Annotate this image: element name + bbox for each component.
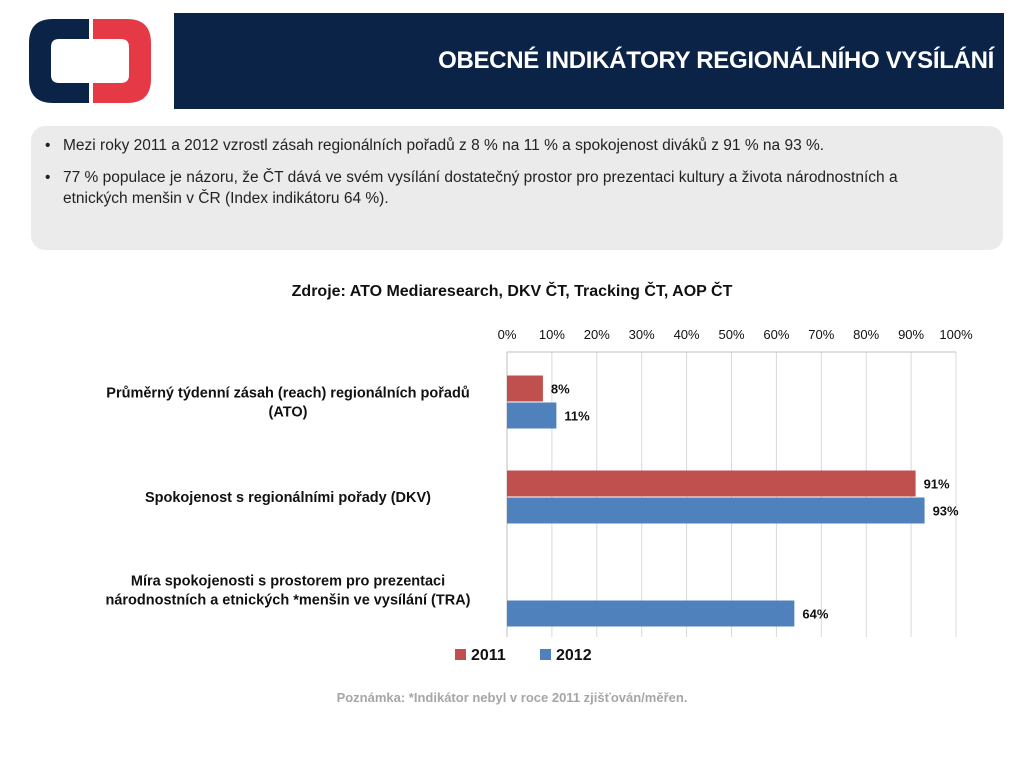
category-label: Průměrný týdenní zásah (reach) regionáln… [106, 386, 469, 421]
bar-2012 [507, 402, 557, 429]
x-tick-label: 90% [898, 327, 924, 342]
bar-chart: 0% 10% 20% 30% 40% 50% 60% 70% 80% 90% 100% Průměrn… [105, 327, 973, 664]
summary-bullet: Mezi roky 2011 a 2012 vzrostl zásah regi… [45, 135, 963, 156]
x-tick-label: 70% [808, 327, 834, 342]
page-title: OBECNÉ INDIKÁTORY REGIONÁLNÍHO VYSÍLÁNÍ [438, 47, 994, 74]
footnote: Poznámka: *Indikátor nebyl v roce 2011 z… [336, 690, 688, 705]
ct-logo [29, 19, 151, 103]
data-label: 93% [933, 504, 959, 519]
x-tick-label: 40% [674, 327, 700, 342]
legend-swatch-2012 [540, 649, 551, 660]
data-label: 8% [551, 382, 570, 397]
x-tick-label: 30% [629, 327, 655, 342]
data-label: 11% [564, 409, 590, 424]
summary-box: Mezi roky 2011 a 2012 vzrostl zásah regi… [31, 126, 1003, 250]
legend-swatch-2011 [455, 649, 466, 660]
bar-2011 [507, 375, 543, 402]
bar-2012 [507, 600, 795, 627]
logo-left-shape [29, 19, 89, 103]
logo-right-shape [93, 19, 151, 103]
category-label: Spokojenost s regionálními pořady (DKV) [145, 490, 431, 506]
legend-label: 2012 [556, 647, 592, 664]
legend-label: 2011 [471, 647, 506, 664]
summary-list: Mezi roky 2011 a 2012 vzrostl zásah regi… [31, 126, 1003, 209]
sources-title: Zdroje: ATO Mediaresearch, DKV ČT, Track… [291, 283, 733, 300]
summary-bullet: 77 % populace je názoru, že ČT dává ve s… [45, 167, 963, 209]
x-tick-label: 0% [498, 327, 517, 342]
x-tick-label: 10% [539, 327, 565, 342]
data-label: 91% [924, 477, 950, 492]
data-label: 64% [802, 607, 828, 622]
x-tick-label: 20% [584, 327, 610, 342]
x-tick-label: 50% [718, 327, 744, 342]
x-tick-label: 80% [853, 327, 879, 342]
x-tick-label: 100% [939, 327, 973, 342]
bar-2012 [507, 497, 925, 524]
bar-2011 [507, 470, 916, 497]
category-label: Míra spokojenosti s prostorem pro prezen… [105, 574, 470, 609]
x-tick-label: 60% [763, 327, 789, 342]
header-bar: OBECNÉ INDIKÁTORY REGIONÁLNÍHO VYSÍLÁNÍ [174, 13, 1004, 109]
